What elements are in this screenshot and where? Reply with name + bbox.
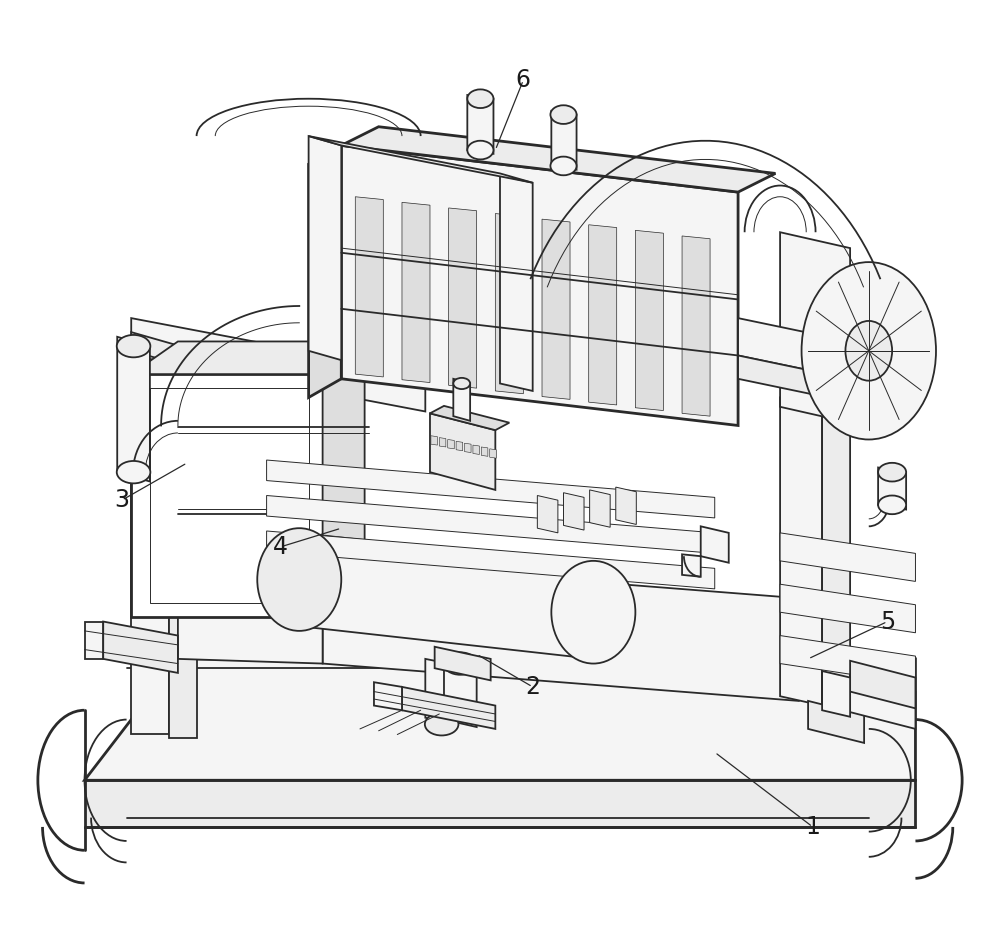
Polygon shape [495,213,523,394]
Ellipse shape [551,561,635,664]
Polygon shape [537,496,558,533]
Polygon shape [355,196,383,377]
Ellipse shape [467,141,493,159]
Polygon shape [616,487,636,525]
Polygon shape [589,224,617,405]
Polygon shape [444,656,477,727]
Polygon shape [780,584,915,633]
Polygon shape [430,406,509,430]
Polygon shape [131,346,169,734]
Ellipse shape [550,156,577,175]
Polygon shape [431,436,437,445]
Polygon shape [309,146,341,397]
Ellipse shape [802,262,936,439]
Polygon shape [467,95,493,153]
Polygon shape [590,490,610,527]
Ellipse shape [453,378,470,389]
Polygon shape [542,219,570,399]
Polygon shape [309,137,341,360]
Polygon shape [481,447,488,456]
Polygon shape [131,341,365,374]
Ellipse shape [117,335,150,357]
Text: 6: 6 [516,68,531,92]
Polygon shape [456,441,463,451]
Text: 2: 2 [525,675,540,698]
Ellipse shape [467,90,493,108]
Polygon shape [850,661,915,709]
Polygon shape [465,443,471,453]
Polygon shape [682,236,710,416]
Polygon shape [682,554,701,577]
Polygon shape [563,493,584,530]
Polygon shape [402,687,495,729]
Ellipse shape [257,528,341,631]
Ellipse shape [117,461,150,483]
Polygon shape [878,468,906,510]
Ellipse shape [550,106,577,124]
Polygon shape [551,111,577,169]
Polygon shape [780,232,850,423]
Polygon shape [341,146,738,425]
Polygon shape [85,622,103,659]
Polygon shape [117,337,150,482]
Polygon shape [85,659,915,781]
Polygon shape [323,561,799,701]
Polygon shape [808,701,864,743]
Polygon shape [131,332,197,369]
Polygon shape [780,533,915,582]
Polygon shape [131,374,323,617]
Polygon shape [341,127,775,192]
Ellipse shape [845,321,892,381]
Ellipse shape [444,653,477,675]
Polygon shape [701,526,729,563]
Text: 4: 4 [273,535,288,559]
Polygon shape [323,341,365,617]
Polygon shape [178,365,323,664]
Polygon shape [473,445,479,454]
Polygon shape [267,531,715,589]
Polygon shape [448,439,454,449]
Ellipse shape [878,463,906,482]
Text: 3: 3 [114,488,129,512]
Polygon shape [267,496,715,554]
Polygon shape [780,397,822,706]
Ellipse shape [878,496,906,514]
Polygon shape [425,659,458,725]
Polygon shape [267,460,715,518]
Polygon shape [738,355,850,402]
Polygon shape [635,230,663,410]
Polygon shape [374,683,402,711]
Ellipse shape [425,713,458,736]
Text: 1: 1 [805,815,820,839]
Polygon shape [738,318,850,379]
Polygon shape [131,318,425,411]
Polygon shape [822,410,850,712]
Polygon shape [103,622,178,673]
Polygon shape [439,438,446,447]
Polygon shape [780,636,915,684]
Polygon shape [402,202,430,382]
Polygon shape [309,137,533,182]
Polygon shape [449,208,477,388]
Polygon shape [430,413,495,490]
Polygon shape [169,355,197,739]
Polygon shape [299,533,593,659]
Polygon shape [850,675,915,729]
Polygon shape [500,175,533,391]
Polygon shape [85,781,915,827]
Polygon shape [490,449,496,458]
Text: 5: 5 [880,610,895,634]
Polygon shape [435,647,491,681]
Polygon shape [453,379,470,421]
Polygon shape [150,388,309,603]
Polygon shape [822,671,850,717]
